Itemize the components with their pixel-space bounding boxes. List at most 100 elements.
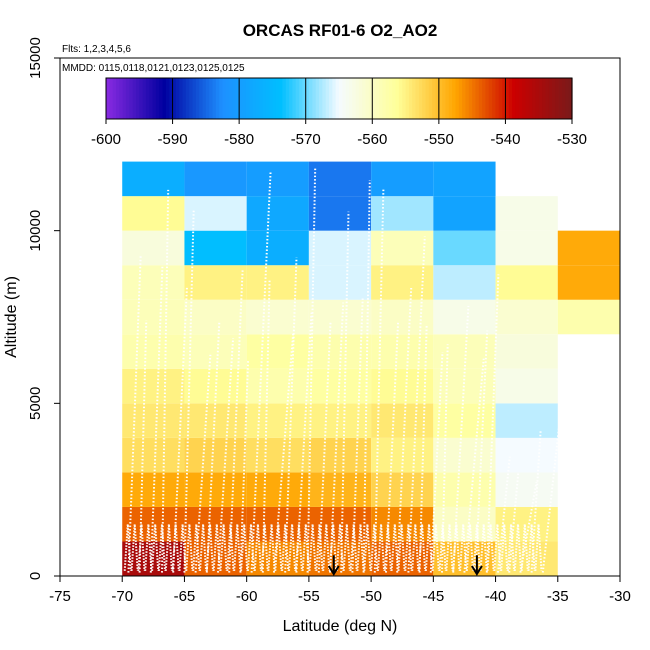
flight-track <box>463 358 485 573</box>
colorbar-swatch <box>239 78 244 119</box>
colorbar-swatch <box>542 78 546 119</box>
colorbar-swatch <box>139 78 144 119</box>
heatmap-cell <box>122 265 185 300</box>
colorbar-swatch <box>492 78 497 119</box>
flight-track <box>137 524 146 571</box>
colorbar-swatch <box>558 78 563 119</box>
flight-track <box>404 524 413 571</box>
colorbar-swatch <box>335 78 340 119</box>
colorbar-swatch <box>259 78 264 119</box>
colorbar-swatch <box>172 78 177 119</box>
flight-track <box>493 524 502 571</box>
colorbar-swatch <box>365 78 370 119</box>
flight-track <box>194 354 212 573</box>
colorbar-swatch <box>155 78 160 119</box>
flight-track <box>508 473 520 573</box>
flight-track <box>527 524 536 571</box>
colorbar-swatch <box>145 78 150 119</box>
flight-track <box>452 305 470 573</box>
flight-track <box>441 344 449 573</box>
marker-arrow-head <box>327 565 340 576</box>
colorbar-swatch <box>275 78 280 119</box>
colorbar-swatch <box>325 78 330 119</box>
heatmap-cell <box>246 230 309 266</box>
y-tick-label: 5000 <box>27 387 44 420</box>
colorbar-swatch <box>535 78 540 119</box>
marker-arrow-head <box>471 565 483 576</box>
y-tick-label: 15000 <box>27 37 44 79</box>
flight-track <box>281 524 290 571</box>
colorbar-swatch <box>472 78 477 119</box>
colorbar-swatch <box>179 78 184 119</box>
plot-frame <box>59 57 621 577</box>
x-tick-label: -55 <box>298 588 320 605</box>
colorbar-swatch <box>568 78 573 119</box>
heatmap-cell <box>308 506 372 542</box>
x-tick-label: -30 <box>609 588 631 605</box>
flight-track <box>178 524 187 571</box>
colorbar-swatch <box>315 78 320 119</box>
colorbar-swatch <box>119 78 124 119</box>
colorbar-swatch <box>565 78 570 119</box>
colorbar-swatch <box>458 78 463 119</box>
heatmap-cell <box>246 265 309 300</box>
colorbar-swatch <box>249 78 254 119</box>
colorbar-swatch <box>388 78 393 119</box>
flight-track <box>274 524 283 571</box>
heatmap-cell <box>122 299 185 335</box>
x-tick-label: -45 <box>422 588 444 605</box>
x-tick-label: -60 <box>236 588 258 605</box>
colorbar-swatch <box>428 78 433 119</box>
flight-track <box>157 524 166 571</box>
heatmap-cell <box>184 161 247 197</box>
colorbar-swatch <box>169 78 174 119</box>
heatmap-cell <box>371 161 434 197</box>
heatmap-cell <box>433 230 496 266</box>
colorbar-swatch <box>475 78 480 119</box>
heatmap-cell <box>371 196 434 231</box>
x-axis-label: Latitude (deg N) <box>283 618 398 635</box>
colorbar-swatch <box>242 78 247 119</box>
colorbar-swatch <box>152 78 157 119</box>
flight-track <box>294 524 303 571</box>
colorbar-swatch <box>235 78 240 119</box>
flight-track <box>340 211 350 573</box>
colorbar-swatch <box>518 78 523 119</box>
flight-track <box>205 524 214 571</box>
colorbar-swatch <box>192 78 197 119</box>
heatmap-cell <box>495 265 558 300</box>
heatmap-cell <box>122 161 185 197</box>
colorbar-swatch <box>245 78 250 119</box>
colorbar-swatch <box>332 78 337 119</box>
flight-track <box>185 524 194 571</box>
colorbar-swatch <box>468 78 473 119</box>
colorbar-swatch <box>495 78 500 119</box>
colorbar-swatch <box>225 78 230 119</box>
colorbar-swatch <box>368 78 373 119</box>
colorbar-swatch <box>508 78 513 119</box>
heatmap-cell <box>433 161 496 197</box>
flight-track <box>424 524 433 571</box>
heatmap-cell <box>184 230 247 266</box>
colorbar-swatch <box>382 78 387 119</box>
heatmap-cell <box>495 334 558 369</box>
colorbar-tick-label: -580 <box>224 131 254 148</box>
colorbar-swatch <box>252 78 257 119</box>
colorbar-swatch <box>345 78 350 119</box>
flight-track <box>315 524 324 571</box>
flight-track <box>212 524 221 571</box>
x-tick-label: -75 <box>49 588 71 605</box>
x-tick-label: -70 <box>111 588 133 605</box>
colorbar-swatch <box>435 78 440 119</box>
heatmap-cell <box>308 403 372 438</box>
heatmap-cell <box>371 265 434 300</box>
colorbar-swatch <box>548 78 553 119</box>
colorbar-swatch <box>305 78 310 119</box>
colorbar-swatch <box>455 78 460 119</box>
colorbar-swatch <box>122 78 127 119</box>
colorbar-swatch <box>395 78 400 119</box>
colorbar-swatch <box>199 78 204 119</box>
colorbar-swatch <box>295 78 300 119</box>
colorbar-swatch <box>282 78 287 119</box>
